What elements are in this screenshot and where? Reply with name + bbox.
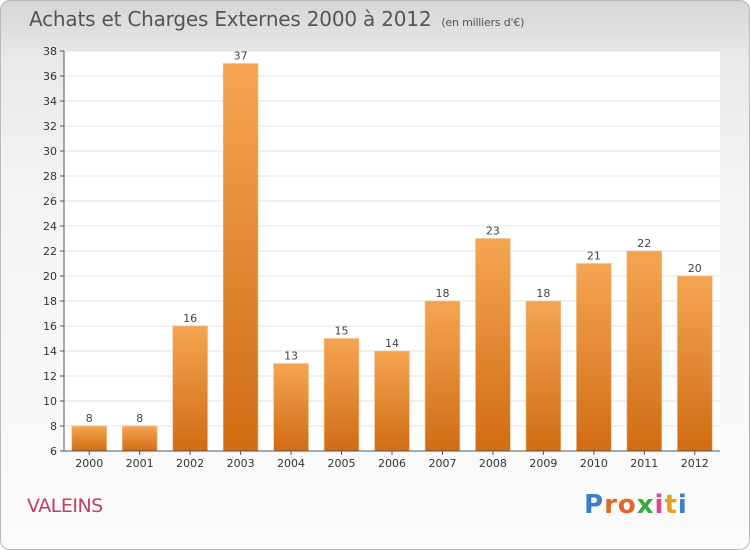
y-tick-label: 6 [50,445,57,458]
y-tick-label: 12 [43,370,57,383]
y-tick-label: 10 [43,395,57,408]
unit-note: (en milliers d'€) [441,16,525,29]
x-tick-label: 2009 [529,457,557,470]
logo-letter: t [664,490,678,520]
x-tick-label: 2003 [227,457,255,470]
commune-name: VALEINS [27,495,103,517]
x-tick-label: 2000 [75,457,103,470]
x-tick-label: 2008 [479,457,507,470]
chart-title: Achats et Charges Externes 2000 à 2012 (e… [29,7,524,31]
value-label: 18 [435,287,449,300]
bar-2001 [121,425,158,452]
x-tick-label: 2002 [176,457,204,470]
y-tick-label: 30 [43,145,57,158]
y-tick-label: 32 [43,120,57,133]
logo-letter: x [636,490,655,520]
proxiti-logo: Proxiti [584,490,688,520]
y-tick-label: 34 [43,95,57,108]
y-tick-label: 18 [43,295,57,308]
x-axis: 2000 2001 2002 2003 2004 2005 2006 2007 2008 2009… [64,450,720,470]
value-label: 8 [136,412,143,425]
bars: 8 8 16 37 13 15 14 18 23 18 21 22 20 [71,50,713,452]
y-tick-label: 38 [43,45,57,58]
value-label: 20 [688,262,702,275]
logo-letter: P [584,490,605,520]
value-label: 13 [284,350,298,363]
y-tick-label: 8 [50,420,57,433]
value-label: 22 [637,237,651,250]
bar-2002 [172,325,208,452]
logo-letter: o [617,490,637,520]
y-tick-label: 36 [43,70,57,83]
value-label: 18 [536,287,550,300]
bar-2008 [475,238,511,452]
x-tick-label: 2006 [378,457,406,470]
bar-2010 [576,263,612,452]
bar-2007 [424,300,461,452]
bar-2011 [626,250,663,452]
y-axis: 6 8 10 12 14 16 18 20 22 24 26 28 30 32 34 36 38 [43,45,65,458]
bar-2009 [525,300,562,452]
y-tick-label: 14 [43,345,57,358]
bar-2004 [273,363,309,452]
x-tick-label: 2005 [328,457,356,470]
logo-letter: i [654,490,665,520]
y-tick-label: 16 [43,320,57,333]
value-label: 16 [183,312,197,325]
value-label: 21 [587,250,601,263]
value-label: 15 [335,325,349,338]
bar-2000 [71,425,107,452]
bar-2003 [222,63,259,452]
y-tick-label: 20 [43,270,57,283]
bar-2012 [677,275,713,452]
x-tick-label: 2010 [580,457,608,470]
logo-letter: i [677,490,688,520]
x-tick-label: 2011 [630,457,658,470]
y-tick-label: 22 [43,245,57,258]
value-label: 37 [234,50,248,63]
value-label: 23 [486,225,500,238]
chart-title-text: Achats et Charges Externes 2000 à 2012 [29,7,432,31]
bar-2006 [374,350,410,452]
bar-2005 [323,338,360,452]
x-tick-label: 2001 [126,457,154,470]
logo-letter: r [604,490,618,520]
value-label: 14 [385,337,399,350]
y-tick-label: 24 [43,220,57,233]
y-tick-label: 26 [43,195,57,208]
y-tick-label: 28 [43,170,57,183]
x-tick-label: 2004 [277,457,305,470]
value-label: 8 [86,412,93,425]
x-tick-label: 2012 [681,457,709,470]
x-tick-label: 2007 [428,457,456,470]
